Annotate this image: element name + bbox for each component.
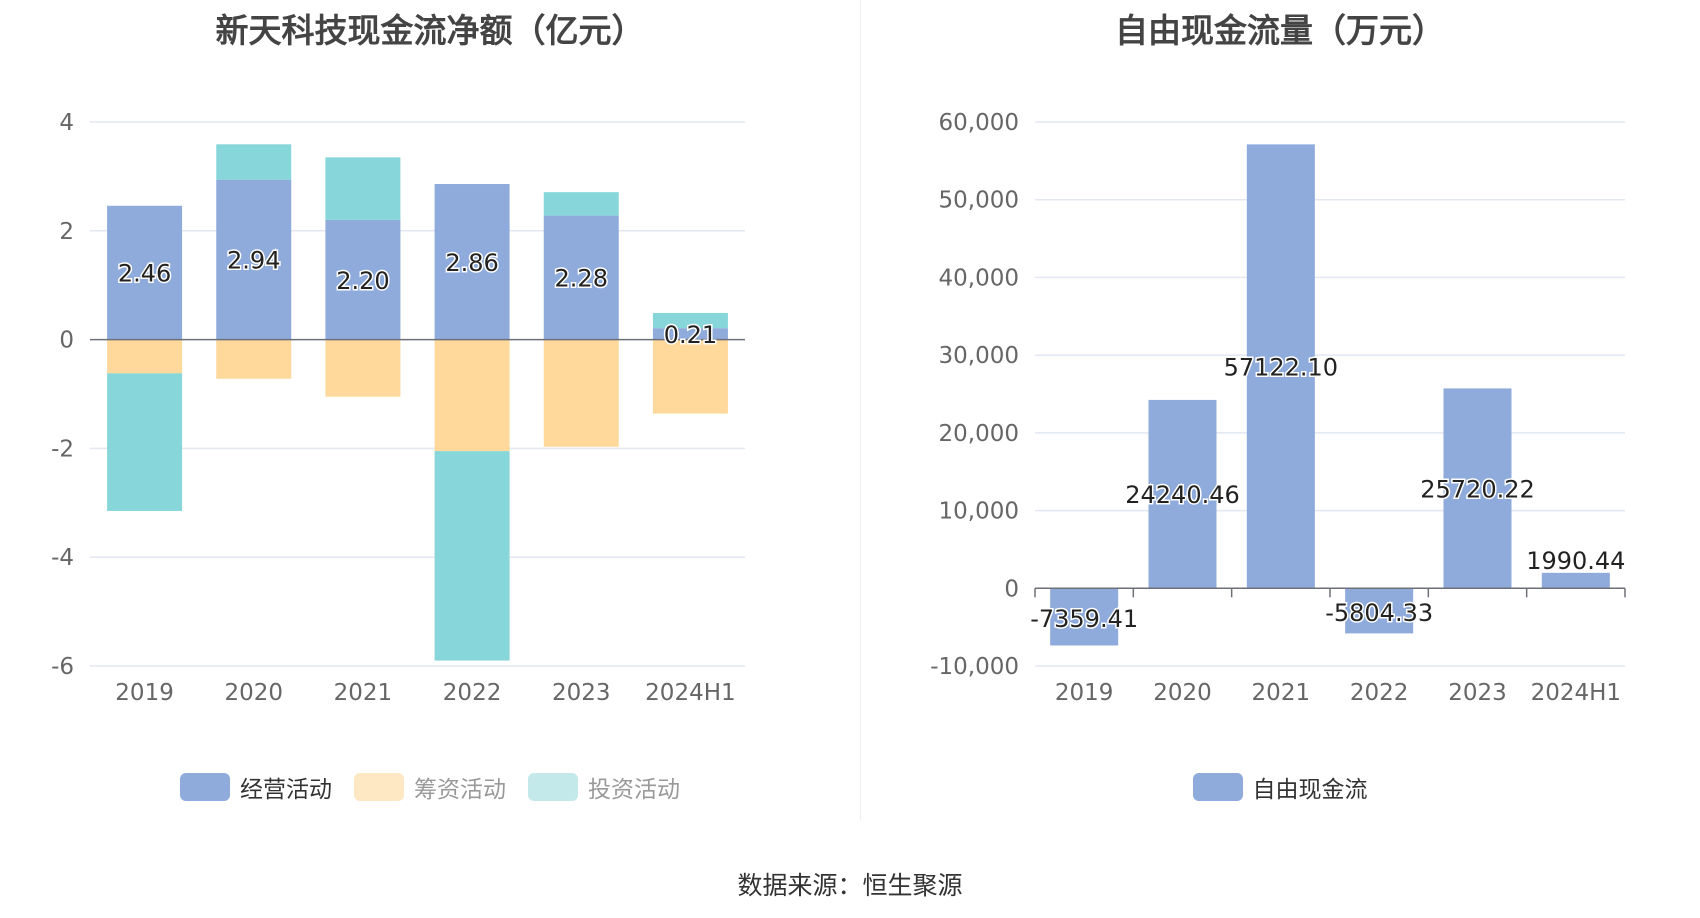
bar-自由现金流 <box>1050 588 1119 646</box>
y-tick-label: 10,000 <box>939 499 1019 525</box>
y-tick-label: 40,000 <box>939 265 1019 291</box>
data-label: 2.20 <box>336 267 389 295</box>
data-label: 2.28 <box>555 265 608 293</box>
bar-筹资活动 <box>434 339 510 452</box>
cashflow-chart-panel: 新天科技现金流净额（亿元） 4 2 0 -2 -4 -6 2019 2020 2021 2022 2… <box>0 11 860 804</box>
x-tick-label: 2020 <box>224 680 283 706</box>
bar-筹资活动 <box>107 339 183 374</box>
y-tick-label: 4 <box>59 110 74 136</box>
legend: 经营活动 筹资活动 投资活动 <box>0 770 860 804</box>
bar-自由现金流 <box>1541 572 1610 589</box>
legend-swatch <box>528 773 578 801</box>
x-tick-label: 2024H1 <box>1531 680 1621 706</box>
data-label: 1990.44 <box>1526 547 1625 575</box>
bar-经营活动 <box>652 328 728 340</box>
legend-item-free-cashflow[interactable]: 自由现金流 <box>1192 770 1368 804</box>
y-tick-label: 50,000 <box>939 188 1019 214</box>
bar-自由现金流 <box>1345 588 1414 634</box>
y-tick-label: -6 <box>51 654 74 680</box>
x-tick-label: 2022 <box>1350 680 1409 706</box>
bar-经营活动 <box>216 179 292 340</box>
x-tick-label: 2024H1 <box>645 680 735 706</box>
bar-投资活动 <box>543 192 619 216</box>
x-tick-label: 2020 <box>1153 680 1212 706</box>
data-label: 57122.10 <box>1224 353 1339 381</box>
legend-swatch <box>354 773 404 801</box>
free-cashflow-chart: 60,000 50,000 40,000 30,000 20,000 10,000 0 -10… <box>930 110 1627 706</box>
legend-label: 筹资活动 <box>414 777 506 803</box>
legend-item-operating[interactable]: 经营活动 <box>180 770 332 804</box>
data-label: 2.94 <box>227 247 280 275</box>
bar-自由现金流 <box>1443 388 1512 589</box>
chart-title: 自由现金流量（万元） <box>1115 11 1445 50</box>
bar-经营活动 <box>325 219 401 340</box>
bar-筹资活动 <box>543 339 619 447</box>
legend-swatch <box>1192 773 1243 801</box>
legend-label: 投资活动 <box>588 777 680 803</box>
legend-swatch <box>180 773 230 801</box>
bar-经营活动 <box>434 184 510 340</box>
legend: 自由现金流 <box>860 770 1700 804</box>
bar-筹资活动 <box>216 339 292 379</box>
y-tick-label: 2 <box>59 219 74 245</box>
x-tick-label: 2021 <box>1252 680 1311 706</box>
free-cashflow-chart-panel: 自由现金流量（万元） 60,000 50,000 40,000 30,000 20,00… <box>860 0 1700 918</box>
y-tick-label: 60,000 <box>939 110 1019 136</box>
x-tick-label: 2019 <box>115 680 174 706</box>
y-tick-label: 0 <box>1004 576 1019 602</box>
y-tick-label: 0 <box>59 328 74 354</box>
bar-筹资活动 <box>325 339 401 397</box>
data-label: -7359.41 <box>1030 605 1138 633</box>
panel-divider <box>860 0 861 820</box>
bar-投资活动 <box>216 144 292 180</box>
bar-投资活动 <box>325 157 401 220</box>
x-tick-label: 2021 <box>334 680 393 706</box>
data-label: -5804.33 <box>1325 599 1433 627</box>
data-label: 2.46 <box>118 260 171 288</box>
legend-item-financing[interactable]: 筹资活动 <box>354 770 506 804</box>
bar-自由现金流 <box>1148 399 1217 589</box>
bar-经营活动 <box>107 205 183 340</box>
bar-经营活动 <box>543 215 619 340</box>
legend-item-investing[interactable]: 投资活动 <box>528 770 680 804</box>
x-tick-label: 2023 <box>1448 680 1507 706</box>
data-label: 0.21 <box>664 321 717 349</box>
y-tick-label: 20,000 <box>939 421 1019 447</box>
bar-投资活动 <box>652 312 728 329</box>
cashflow-chart: 4 2 0 -2 -4 -6 2019 2020 2021 2022 2023 2024H1 2.46 2… <box>51 110 745 706</box>
y-tick-label: -2 <box>51 436 74 462</box>
y-tick-label: -4 <box>51 545 74 571</box>
bar-自由现金流 <box>1246 144 1315 589</box>
bar-投资活动 <box>434 451 510 661</box>
data-label: 24240.46 <box>1125 481 1240 509</box>
y-tick-label: 30,000 <box>939 343 1019 369</box>
y-tick-label: -10,000 <box>930 654 1019 680</box>
chart-title: 新天科技现金流净额（亿元） <box>215 11 645 50</box>
legend-label: 经营活动 <box>240 777 332 803</box>
data-label: 2.86 <box>445 249 498 277</box>
data-label: 25720.22 <box>1420 475 1535 503</box>
bar-投资活动 <box>107 373 183 511</box>
x-tick-label: 2022 <box>443 680 502 706</box>
bar-筹资活动 <box>652 339 728 414</box>
x-tick-label: 2019 <box>1055 680 1114 706</box>
data-source: 数据来源：恒生聚源 <box>737 871 963 900</box>
legend-label: 自由现金流 <box>1252 777 1368 803</box>
x-tick-label: 2023 <box>552 680 611 706</box>
